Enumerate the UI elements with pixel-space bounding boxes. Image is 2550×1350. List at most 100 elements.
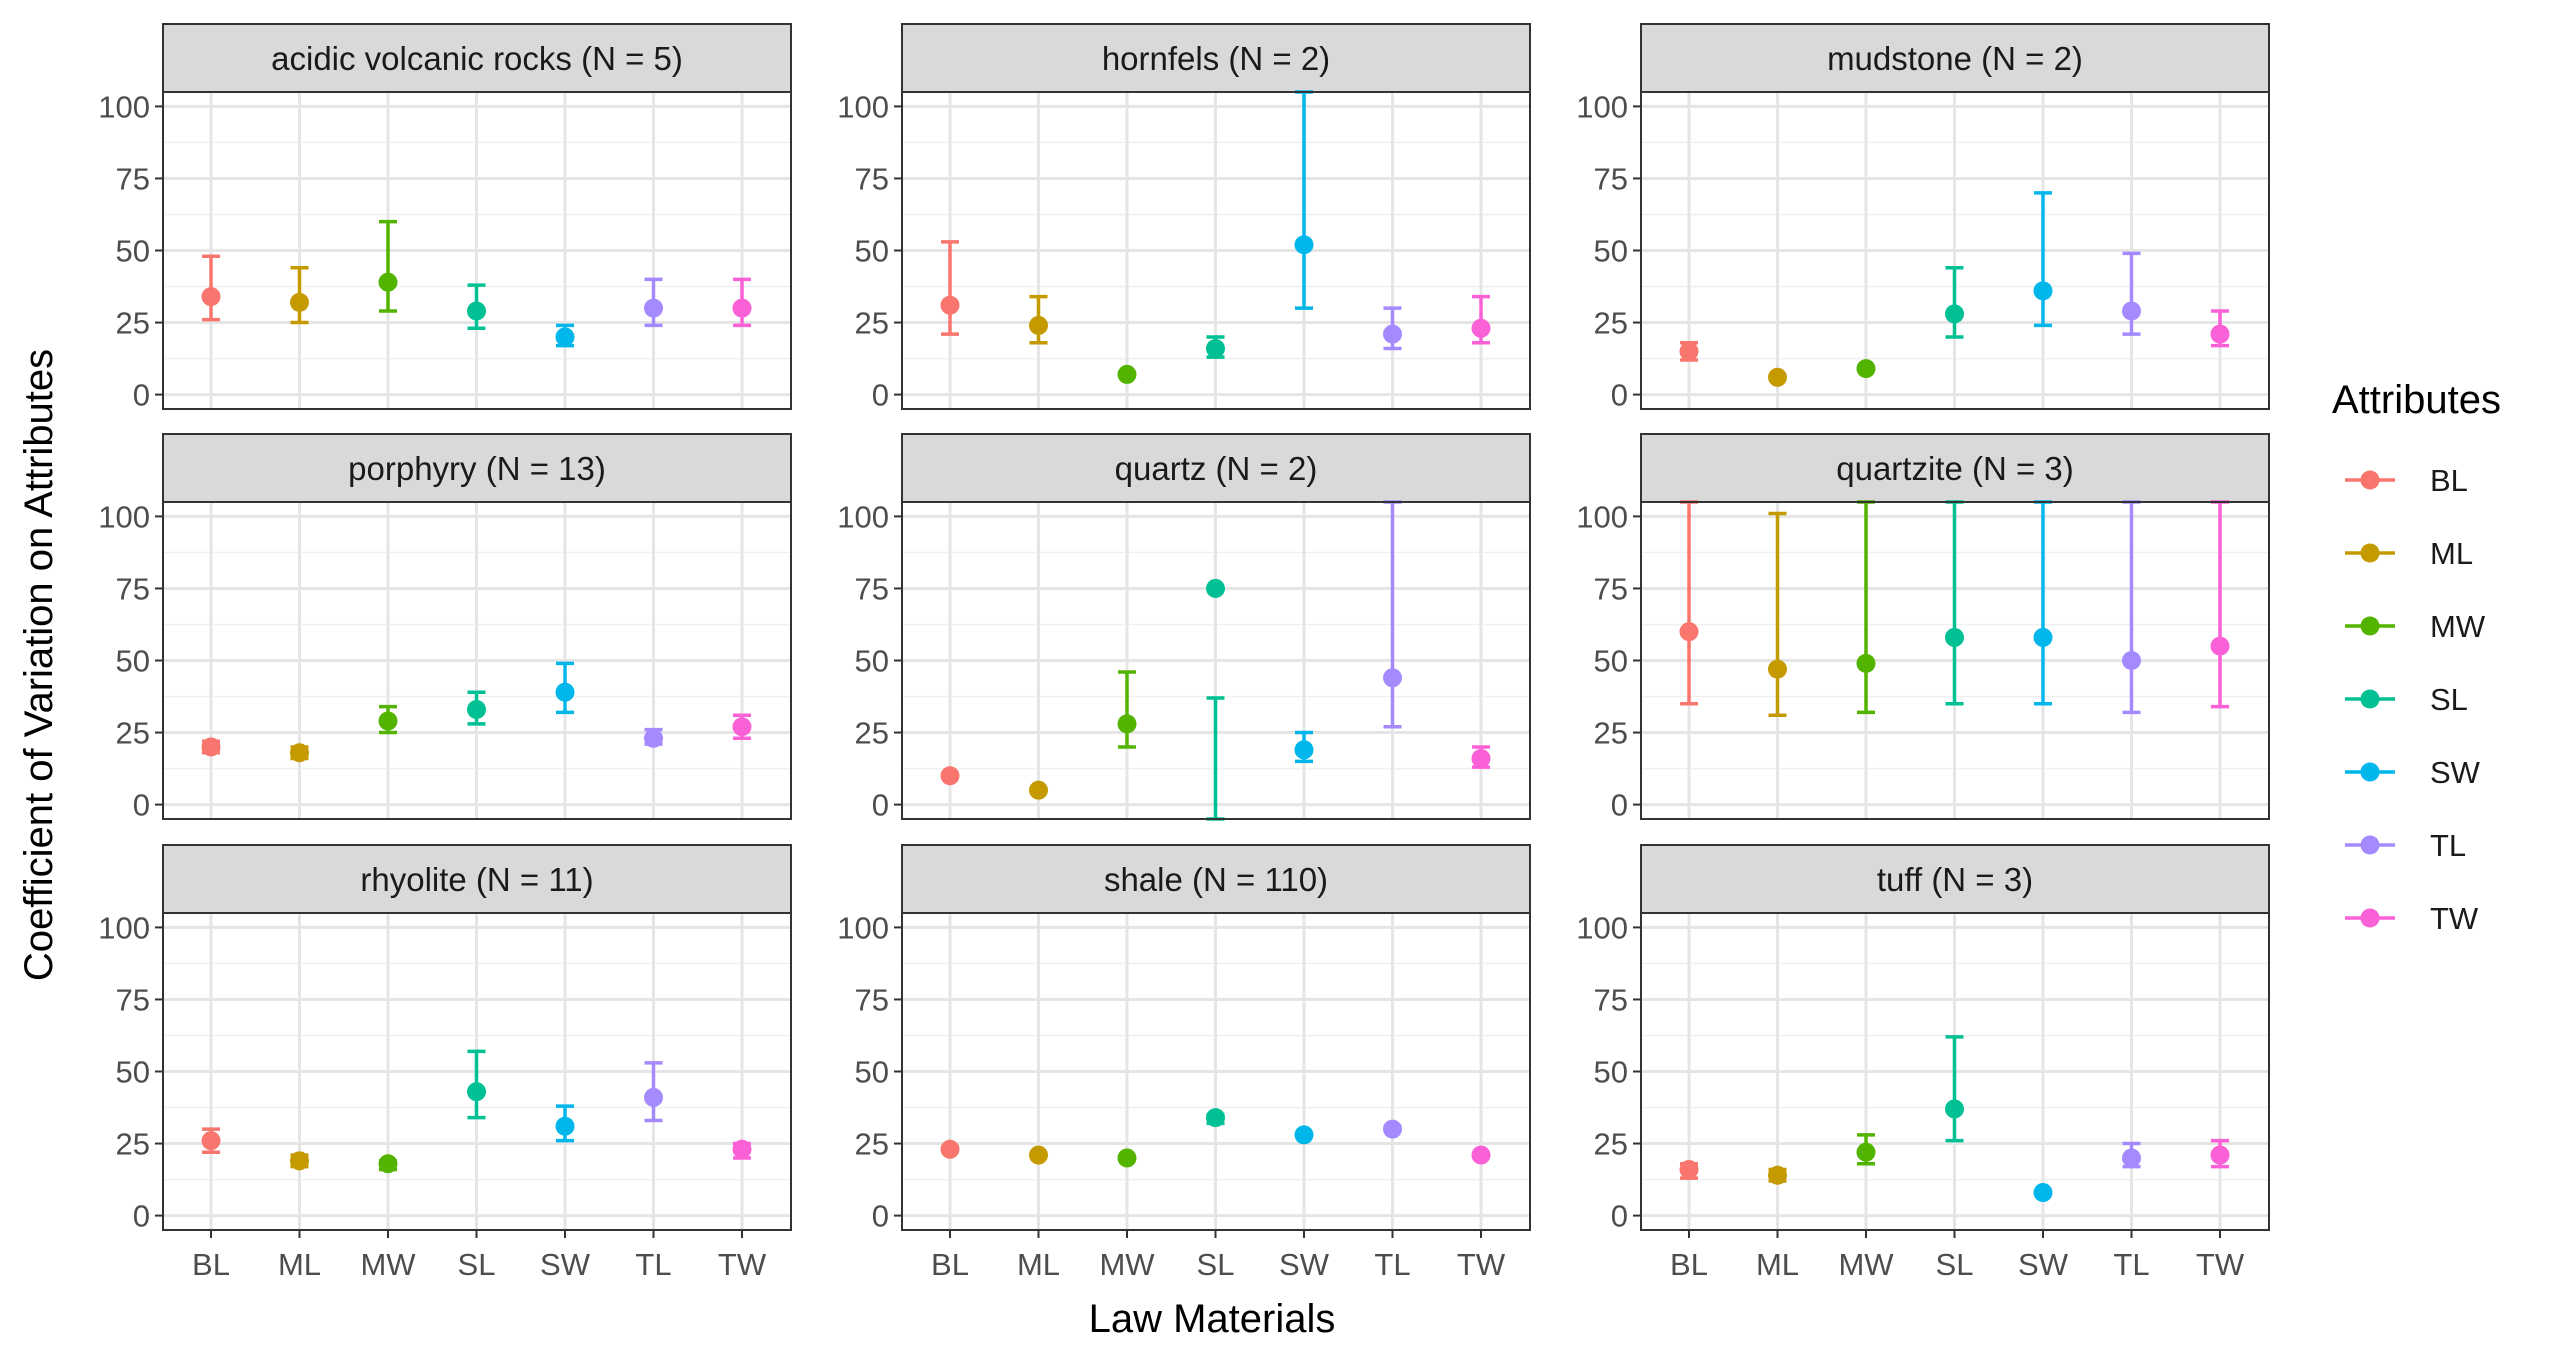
- data-point: [1117, 1148, 1137, 1168]
- x-tick-label: ML: [1756, 1247, 1799, 1282]
- y-tick-label: 25: [1594, 306, 1628, 341]
- data-point: [201, 737, 221, 757]
- data-point: [1679, 341, 1699, 361]
- legend-label: MW: [2430, 609, 2486, 644]
- x-tick-label: ML: [1017, 1247, 1060, 1282]
- facet-panel: quartz (N = 2) 0 25 50 75 100: [837, 433, 1531, 823]
- facet-strip: [162, 433, 792, 503]
- facet-title: mudstone (N = 2): [1827, 40, 2083, 77]
- data-point: [467, 1082, 486, 1102]
- y-tick-label: 25: [116, 716, 150, 751]
- data-point: [1945, 1099, 1964, 1119]
- data-point: [2210, 636, 2230, 656]
- data-point: [1945, 304, 1964, 324]
- x-tick-label: TL: [1374, 1247, 1410, 1282]
- data-point: [1029, 315, 1048, 335]
- y-tick-label: 75: [116, 982, 150, 1017]
- data-point: [290, 292, 309, 312]
- y-tick-label: 50: [116, 234, 150, 269]
- data-point: [940, 1139, 960, 1159]
- x-tick-label: SL: [1197, 1247, 1235, 1282]
- data-point: [1383, 324, 1402, 344]
- y-tick-label: 100: [98, 910, 150, 945]
- data-point: [1206, 578, 1225, 598]
- y-tick-label: 0: [872, 378, 889, 413]
- facet-panel: rhyolite (N = 11) 0 25 50 75 100 BL ML MW SL SW TL T…: [98, 844, 792, 1282]
- data-point: [1117, 714, 1137, 734]
- data-point: [467, 699, 486, 719]
- facet-title: shale (N = 110): [1104, 861, 1328, 898]
- data-point: [1294, 740, 1314, 760]
- facet-title: acidic volcanic rocks (N = 5): [271, 40, 683, 77]
- legend-key-point: [2360, 835, 2380, 855]
- y-tick-label: 0: [872, 1199, 889, 1234]
- facet-panel: mudstone (N = 2) 0 25 50 75 100: [1576, 23, 2270, 413]
- data-point: [1294, 235, 1314, 255]
- legend-key-point: [2360, 470, 2380, 490]
- legend-items: BL ML MW SL SW TL TW: [2345, 463, 2486, 936]
- legend-key-point: [2360, 908, 2380, 928]
- data-point: [2033, 627, 2053, 647]
- legend-key-point: [2360, 762, 2380, 782]
- y-tick-label: 75: [855, 571, 889, 606]
- data-point: [1029, 1145, 1048, 1165]
- y-tick-label: 100: [1576, 910, 1628, 945]
- data-point: [378, 1154, 398, 1174]
- legend-label: SW: [2430, 755, 2481, 790]
- y-tick-label: 0: [1611, 1199, 1628, 1234]
- legend-key-point: [2360, 616, 2380, 636]
- facet-strip: [1640, 23, 2270, 93]
- data-point: [732, 717, 752, 737]
- y-tick-label: 75: [855, 982, 889, 1017]
- y-tick-label: 50: [1594, 1055, 1628, 1090]
- x-tick-label: MW: [360, 1247, 416, 1282]
- y-tick-label: 50: [855, 234, 889, 269]
- y-tick-label: 0: [872, 788, 889, 823]
- data-point: [1768, 1165, 1787, 1185]
- x-tick-label: TW: [718, 1247, 767, 1282]
- facet-panel: hornfels (N = 2) 0 25 50 75 100: [837, 23, 1531, 413]
- y-tick-label: 100: [98, 499, 150, 534]
- y-tick-label: 0: [133, 378, 150, 413]
- legend-title: Attributes: [2332, 378, 2501, 422]
- x-tick-label: TW: [1457, 1247, 1506, 1282]
- facet-panel: tuff (N = 3) 0 25 50 75 100 BL ML MW SL SW TL TW: [1576, 844, 2270, 1282]
- x-tick-label: BL: [931, 1247, 969, 1282]
- facet-title: hornfels (N = 2): [1102, 40, 1330, 77]
- facet-strip: [901, 433, 1531, 503]
- data-point: [940, 295, 960, 315]
- data-point: [940, 766, 960, 786]
- legend-label: SL: [2430, 682, 2468, 717]
- facet-title: quartzite (N = 3): [1836, 450, 2074, 487]
- x-tick-label: TW: [2196, 1247, 2245, 1282]
- data-point: [467, 301, 486, 321]
- facet-strip: [901, 23, 1531, 93]
- x-axis-title: Law Materials: [1089, 1297, 1336, 1341]
- data-point: [2033, 1183, 2053, 1203]
- data-point: [1206, 338, 1225, 358]
- data-point: [378, 711, 398, 731]
- y-tick-label: 50: [116, 1055, 150, 1090]
- data-point: [2210, 1145, 2230, 1165]
- data-point: [644, 728, 663, 748]
- data-point: [1471, 318, 1491, 338]
- y-tick-label: 25: [116, 1127, 150, 1162]
- facet-title: quartz (N = 2): [1115, 450, 1318, 487]
- y-tick-label: 50: [1594, 644, 1628, 679]
- data-point: [201, 1131, 221, 1151]
- facet-panel: porphyry (N = 13) 0 25 50 75 100: [98, 433, 792, 823]
- data-point: [290, 1151, 309, 1171]
- y-tick-label: 75: [116, 571, 150, 606]
- data-point: [1471, 748, 1491, 768]
- legend-label: BL: [2430, 463, 2468, 498]
- data-point: [732, 1139, 752, 1159]
- data-point: [1679, 1159, 1699, 1179]
- y-tick-label: 25: [1594, 1127, 1628, 1162]
- x-tick-label: BL: [1670, 1247, 1708, 1282]
- facet-panel: shale (N = 110) 0 25 50 75 100 BL ML MW SL SW TL TW: [837, 844, 1531, 1282]
- y-tick-label: 25: [1594, 716, 1628, 751]
- facet-strip: [901, 844, 1531, 914]
- data-point: [378, 272, 398, 292]
- y-tick-label: 50: [855, 1055, 889, 1090]
